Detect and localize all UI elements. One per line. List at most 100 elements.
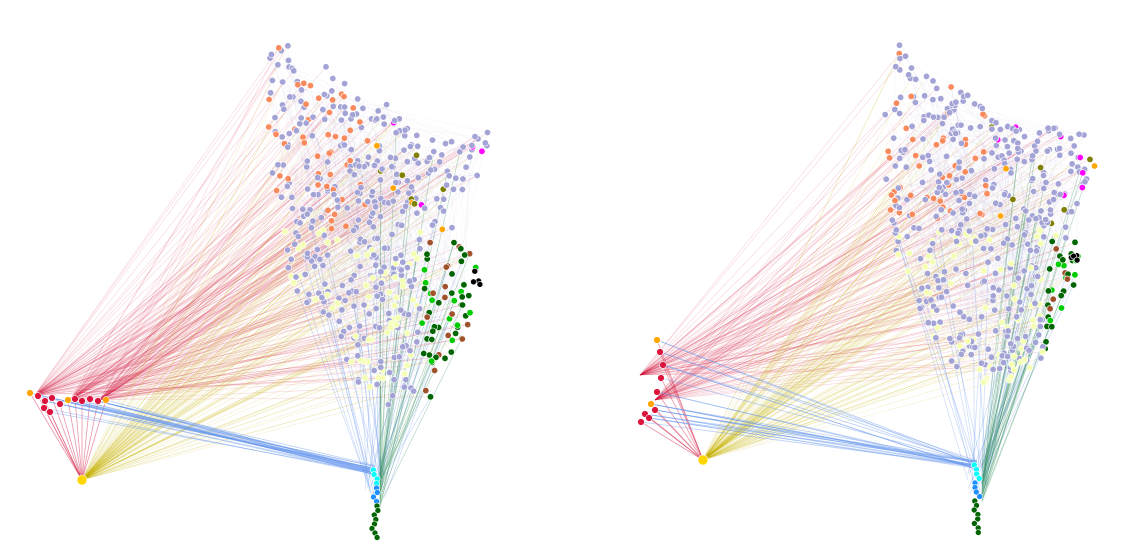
graph-node	[409, 296, 417, 304]
graph-node	[929, 240, 937, 248]
graph-edge	[43, 407, 376, 475]
graph-edge	[81, 161, 408, 481]
graph-edge	[333, 194, 439, 328]
graph-edge	[654, 255, 1061, 401]
graph-edge	[353, 191, 373, 276]
graph-node	[343, 204, 351, 212]
graph-node	[468, 141, 476, 149]
graph-node	[293, 287, 301, 295]
graph-node	[329, 102, 337, 110]
graph-node	[945, 172, 953, 180]
graph-node	[329, 75, 337, 83]
graph-node	[957, 221, 965, 229]
graph-edge	[654, 130, 1017, 401]
graph-node	[426, 393, 434, 401]
graph-node	[405, 189, 413, 197]
graph-edge	[284, 231, 445, 298]
graph-edge	[69, 96, 291, 401]
graph-edge	[654, 351, 1043, 401]
graph-node	[386, 369, 394, 377]
graph-edge	[702, 232, 1026, 461]
graph-node	[365, 293, 373, 301]
graph-node	[918, 178, 926, 186]
graph-edge	[986, 367, 1011, 487]
graph-edge	[99, 175, 450, 401]
graph-edge	[958, 200, 1018, 339]
graph-edge	[327, 242, 431, 256]
graph-node	[76, 474, 88, 486]
graph-node	[952, 129, 960, 137]
graph-edge	[654, 409, 704, 461]
graph-node	[903, 233, 911, 241]
graph-edge	[382, 267, 476, 300]
graph-node	[958, 174, 966, 182]
graph-edge	[322, 229, 463, 340]
graph-edge	[702, 376, 1012, 461]
graph-node	[94, 397, 102, 405]
graph-node	[341, 296, 349, 304]
graph-edge	[51, 397, 83, 481]
graph-edge	[905, 128, 921, 309]
graph-edge	[335, 136, 373, 251]
graph-edge	[654, 230, 1041, 401]
graph-edge	[99, 171, 448, 401]
graph-edge	[953, 109, 999, 259]
graph-edge	[81, 339, 370, 481]
graph-node	[363, 251, 371, 259]
graph-node	[320, 91, 328, 99]
graph-edge	[306, 166, 410, 265]
graph-edge	[654, 114, 886, 401]
graph-node	[302, 119, 310, 127]
graph-node	[994, 254, 1002, 262]
graph-edge	[654, 267, 1011, 401]
graph-node	[46, 408, 54, 416]
graph-edge	[34, 210, 327, 396]
graph-node	[274, 161, 282, 169]
graph-edge	[639, 366, 1011, 376]
graph-node	[1044, 124, 1052, 132]
graph-node	[349, 104, 357, 112]
graph-edge	[34, 357, 395, 396]
graph-edge	[81, 117, 276, 481]
graph-node	[333, 196, 341, 204]
graph-edge	[342, 83, 345, 286]
graph-edge	[702, 78, 911, 461]
graph-edge	[34, 376, 379, 396]
graph-edge	[702, 295, 994, 461]
graph-node	[960, 313, 968, 321]
graph-node	[980, 148, 988, 156]
graph-node	[949, 135, 957, 143]
graph-edge	[702, 231, 940, 461]
graph-edge	[973, 339, 975, 476]
graph-node	[370, 471, 378, 478]
graph-node	[453, 321, 461, 329]
graph-edge	[445, 143, 463, 190]
graph-edge	[67, 399, 83, 481]
graph-node	[1049, 295, 1057, 303]
graph-edge	[929, 204, 1001, 251]
graph-edge	[81, 253, 428, 481]
graph-edge	[34, 304, 365, 396]
graph-edge	[961, 178, 970, 320]
graph-edge	[639, 192, 1055, 376]
graph-edge	[383, 286, 446, 475]
graph-edge	[34, 47, 280, 396]
graph-edge	[337, 182, 397, 241]
graph-edge	[639, 150, 1022, 376]
graph-edge	[81, 156, 318, 481]
graph-edge	[29, 392, 83, 481]
graph-node	[416, 228, 424, 236]
graph-edge	[702, 143, 962, 461]
graph-node	[350, 171, 358, 179]
graph-node	[940, 113, 948, 121]
graph-node	[448, 138, 456, 146]
graph-node	[920, 117, 928, 125]
graph-edge	[915, 79, 937, 89]
graph-edge	[650, 403, 704, 461]
graph-node	[383, 101, 391, 109]
graph-edge	[69, 211, 403, 401]
graph-edge	[324, 239, 420, 285]
graph-edge	[81, 117, 276, 481]
graph-node	[323, 251, 331, 259]
graph-node	[324, 206, 332, 214]
